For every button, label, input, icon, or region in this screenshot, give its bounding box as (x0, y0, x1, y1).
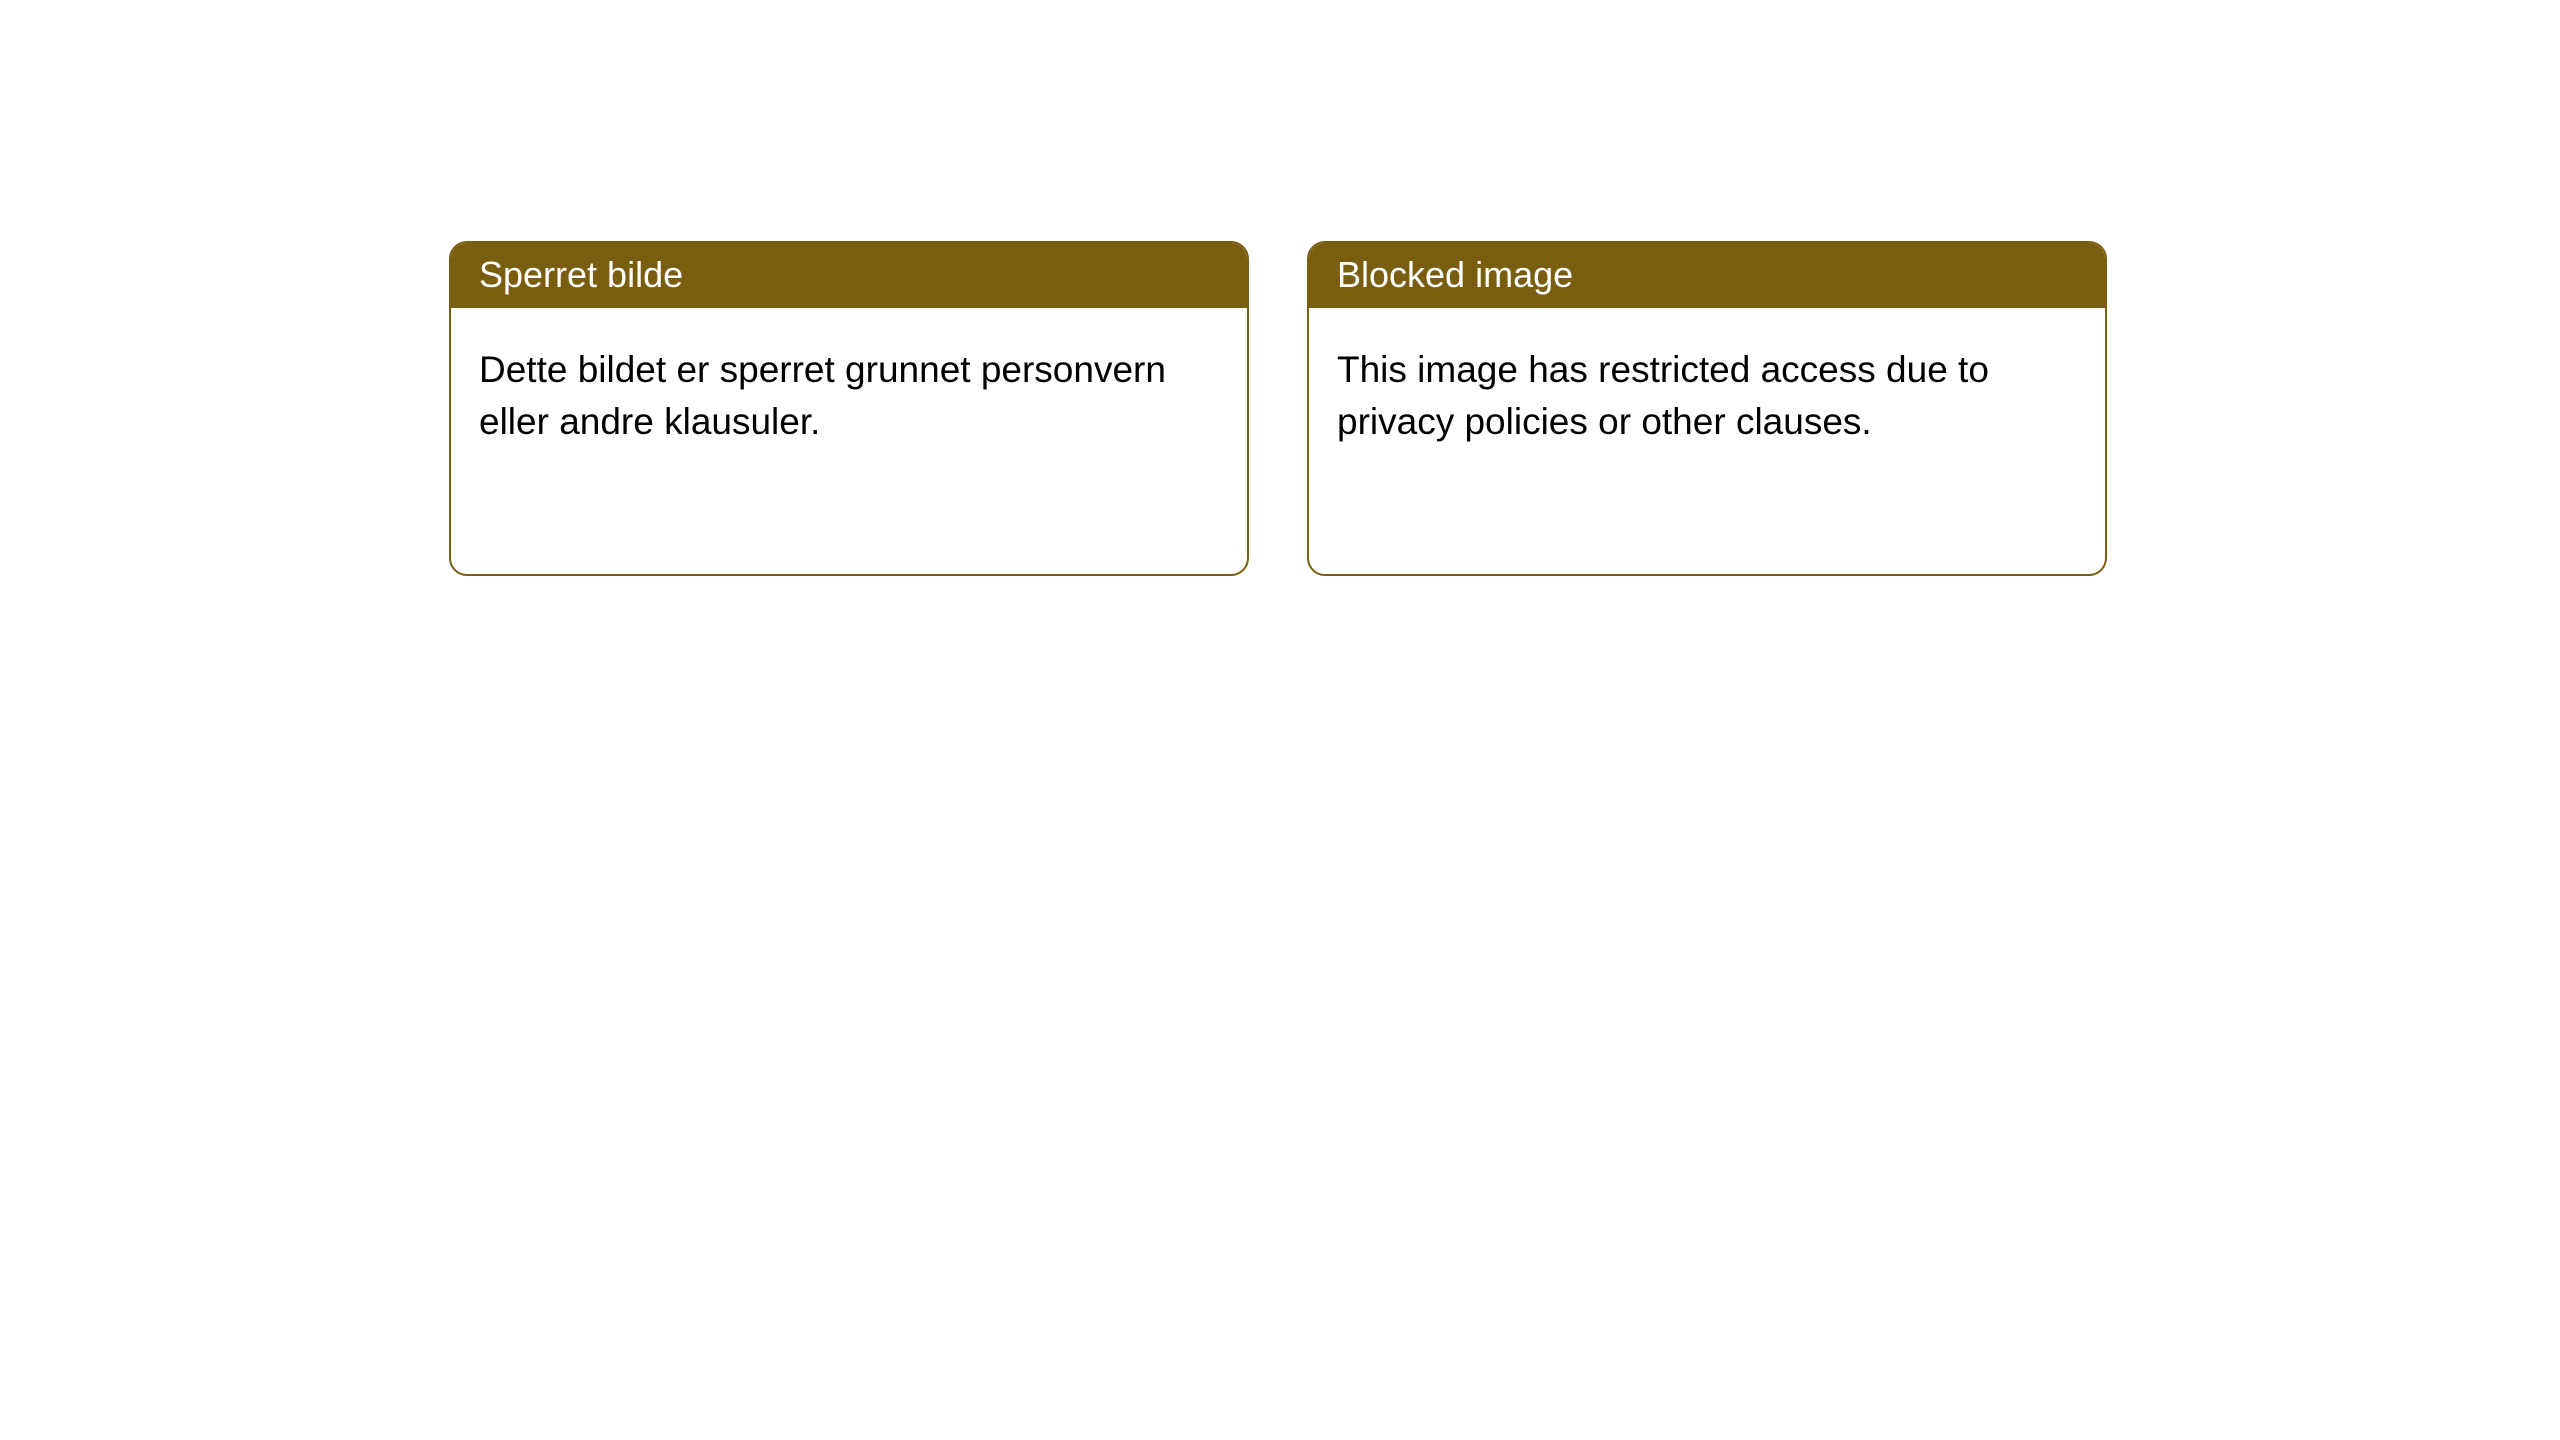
notices-container: Sperret bilde Dette bildet er sperret gr… (0, 0, 2560, 576)
notice-body: This image has restricted access due to … (1309, 308, 2105, 476)
notice-body: Dette bildet er sperret grunnet personve… (451, 308, 1247, 476)
notice-header: Sperret bilde (451, 243, 1247, 308)
notice-header: Blocked image (1309, 243, 2105, 308)
notice-box-english: Blocked image This image has restricted … (1307, 241, 2107, 576)
notice-box-norwegian: Sperret bilde Dette bildet er sperret gr… (449, 241, 1249, 576)
